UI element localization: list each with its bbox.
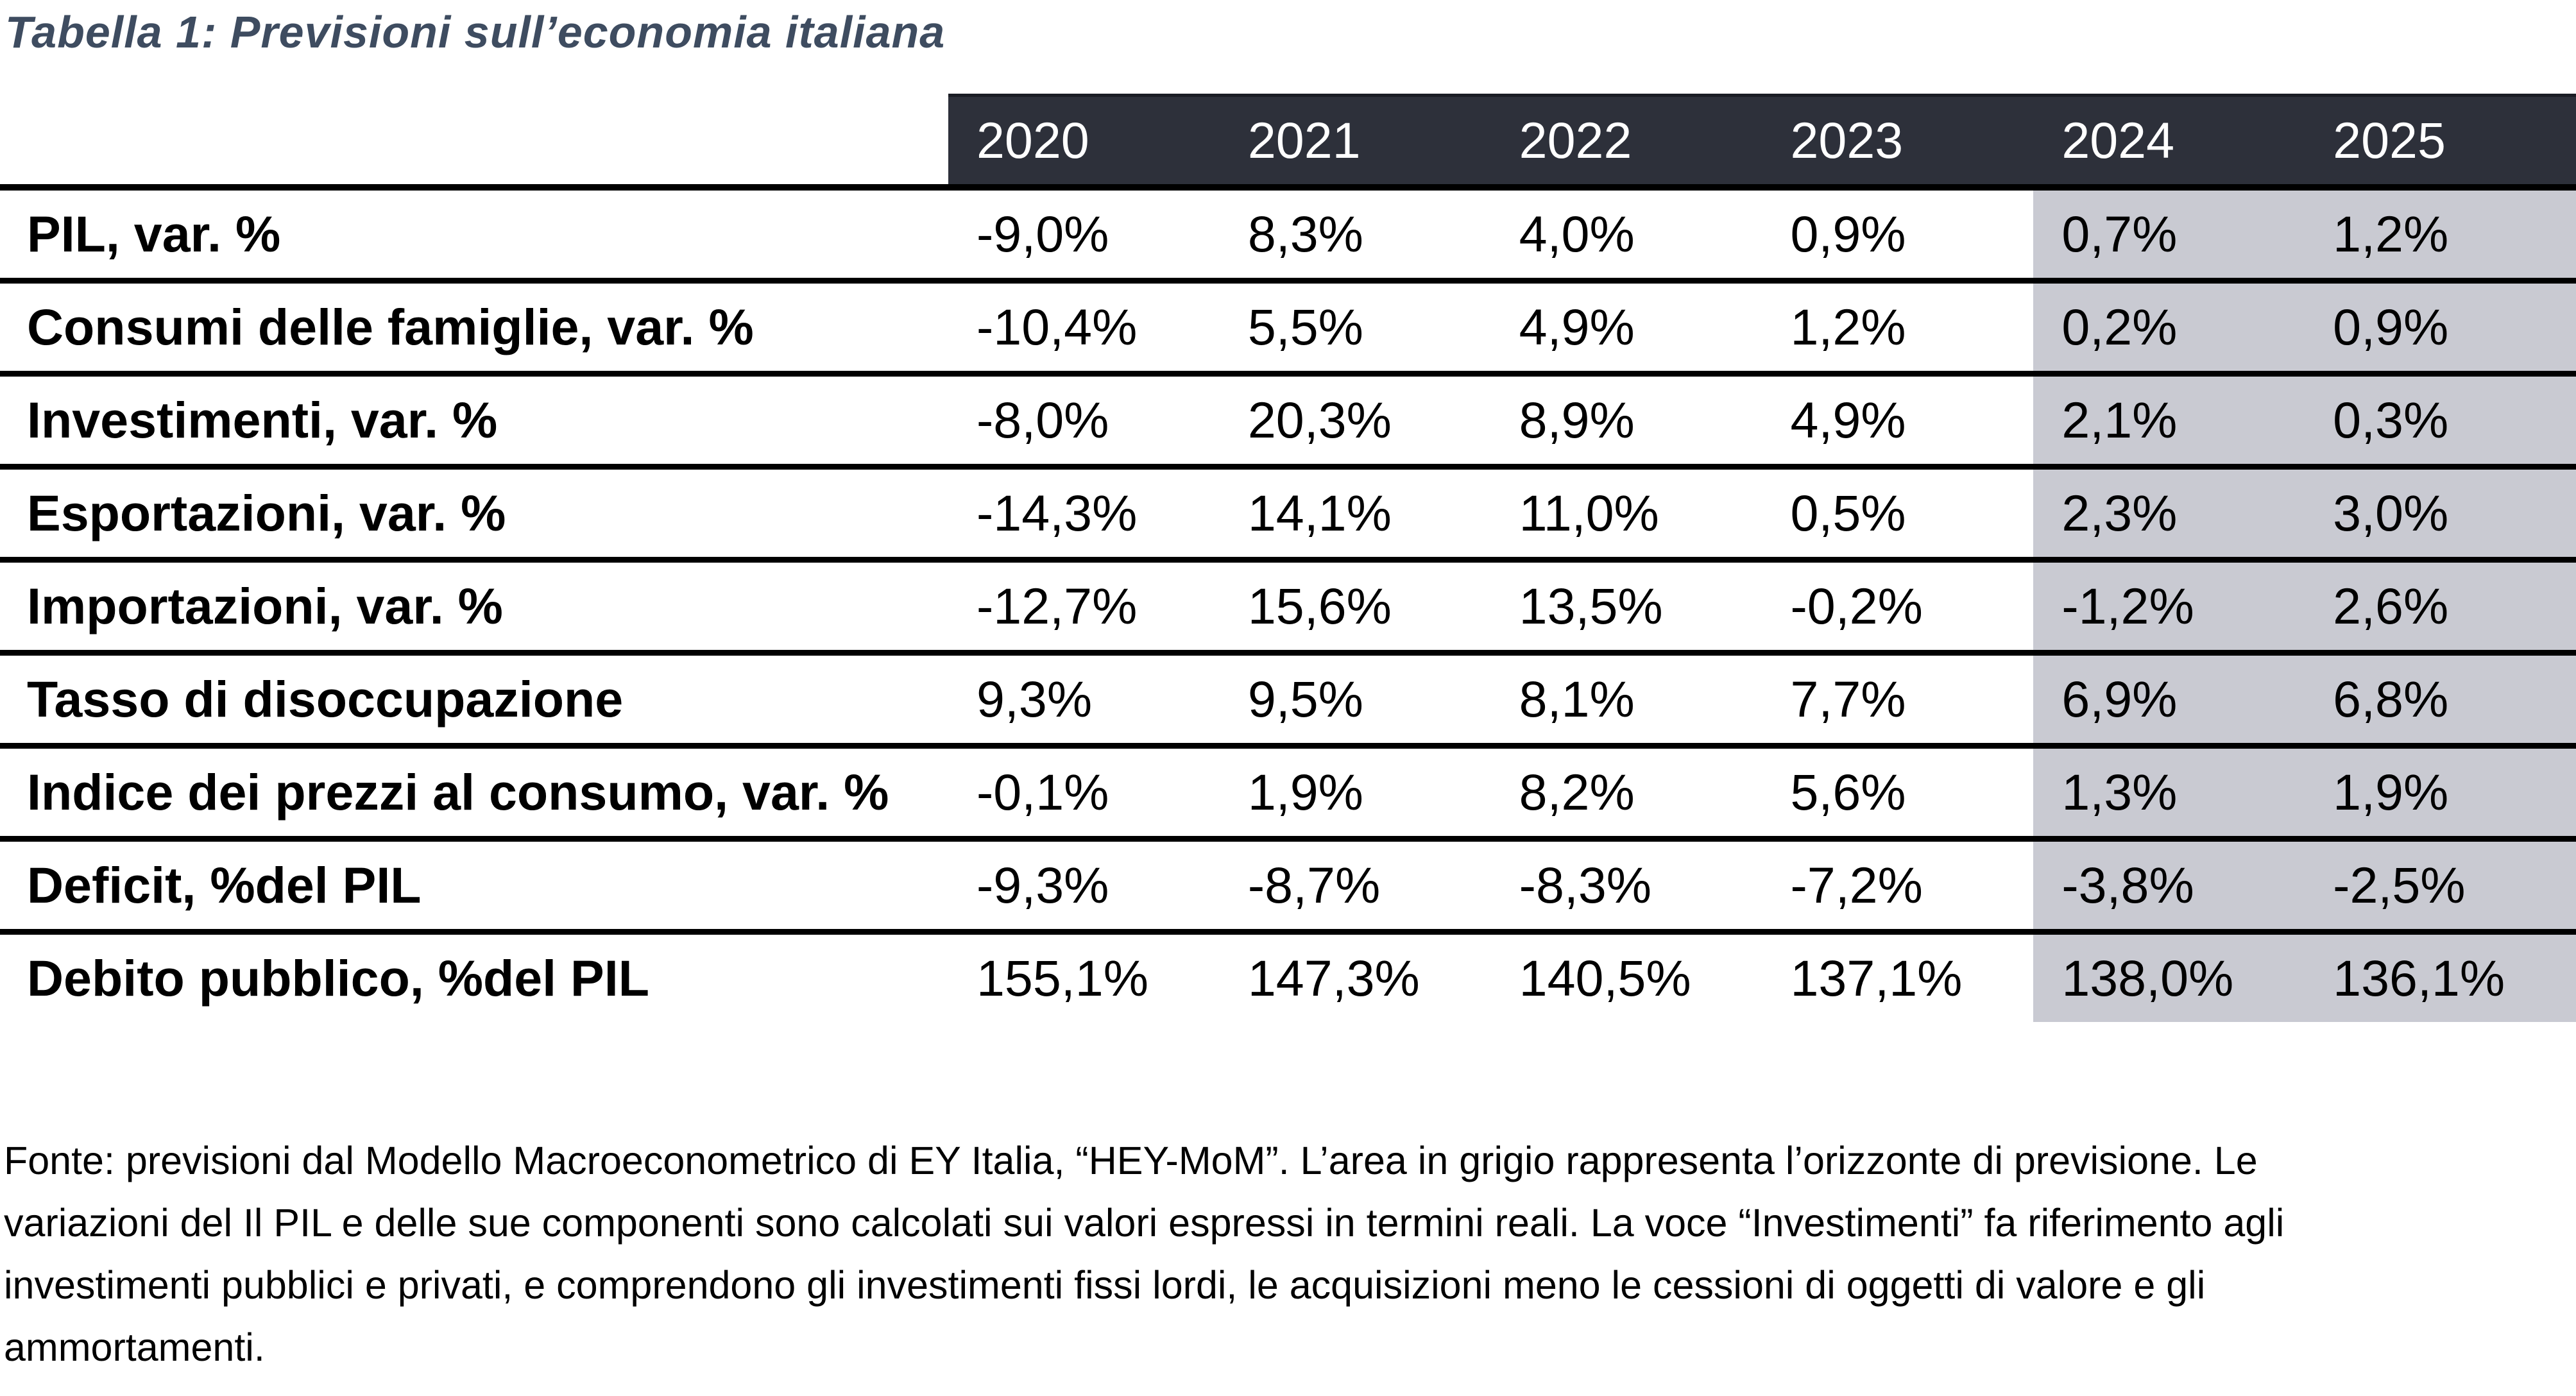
row-label: Tasso di disoccupazione <box>0 656 948 743</box>
value-cell: -14,3% <box>977 484 1138 541</box>
value-cell: 4,9% <box>1790 391 1906 448</box>
value-cell: 1,3% <box>2033 749 2305 836</box>
value-cell: 2,1% <box>2033 377 2305 464</box>
year-header-2022: 2022 <box>1519 112 1632 169</box>
value-cell: -8,3% <box>1519 856 1652 914</box>
table-header-row: 2020 2021 2022 2023 2024 2025 <box>0 94 2576 191</box>
value-cell: 6,9% <box>2033 656 2305 743</box>
value-cell: -9,0% <box>977 205 1109 262</box>
value-cell: 137,1% <box>1790 949 1963 1007</box>
value-cell: 20,3% <box>1247 391 1392 448</box>
table-row: Investimenti, var. % -8,0% 20,3% 8,9% 4,9% 2,… <box>0 377 2576 470</box>
table-body: PIL, var. % -9,0% 8,3% 4,0% 0,9% 0,7% 1,2% Cons… <box>0 191 2576 1022</box>
value-cell: 138,0% <box>2033 935 2305 1022</box>
value-cell: 8,2% <box>1519 763 1635 821</box>
value-cell: -0,1% <box>977 763 1109 821</box>
table-header-years: 2020 2021 2022 2023 2024 2025 <box>948 94 2576 184</box>
value-cell: -1,2% <box>2033 563 2305 650</box>
table-row: Indice dei prezzi al consumo, var. % -0,1… <box>0 749 2576 842</box>
year-header-2021: 2021 <box>1247 112 1361 169</box>
value-cell: -7,2% <box>1790 856 1923 914</box>
year-header-2023: 2023 <box>1790 112 1904 169</box>
value-cell: 9,3% <box>977 670 1093 728</box>
forecast-table: 2020 2021 2022 2023 2024 2025 PIL, var. % -9,0… <box>0 94 2576 1022</box>
value-cell: -10,4% <box>977 298 1138 355</box>
header-spacer <box>0 94 948 184</box>
table-row: Consumi delle famiglie, var. % -10,4% 5,5%… <box>0 284 2576 377</box>
value-cell: 4,9% <box>1519 298 1635 355</box>
row-label: Importazioni, var. % <box>0 563 948 650</box>
table-row: Tasso di disoccupazione 9,3% 9,5% 8,1% 7,7% 6… <box>0 656 2576 749</box>
value-cell: 1,9% <box>1247 763 1363 821</box>
value-cell: 0,7% <box>2033 191 2305 278</box>
value-cell: 5,5% <box>1247 298 1363 355</box>
footnote-line: variazioni del Il PIL e delle sue compon… <box>4 1201 2285 1245</box>
value-cell: 15,6% <box>1247 577 1392 634</box>
table-row: Debito pubblico, %del PIL 155,1% 147,3% 140… <box>0 935 2576 1022</box>
table-title: Tabella 1: Previsioni sull’economia ital… <box>5 7 946 57</box>
value-cell: 6,8% <box>2305 656 2576 743</box>
row-label: Consumi delle famiglie, var. % <box>0 284 948 371</box>
row-label: Indice dei prezzi al consumo, var. % <box>0 749 948 836</box>
value-cell: 8,3% <box>1247 205 1363 262</box>
value-cell: 5,6% <box>1790 763 1906 821</box>
row-label: Investimenti, var. % <box>0 377 948 464</box>
year-header-2025: 2025 <box>2333 112 2446 169</box>
value-cell: 4,0% <box>1519 205 1635 262</box>
value-cell: -8,7% <box>1247 856 1381 914</box>
value-cell: 13,5% <box>1519 577 1663 634</box>
value-cell: 2,6% <box>2305 563 2576 650</box>
row-label: Debito pubblico, %del PIL <box>0 935 948 1022</box>
value-cell: 14,1% <box>1247 484 1392 541</box>
value-cell: -0,2% <box>1790 577 1923 634</box>
value-cell: 1,2% <box>2305 191 2576 278</box>
row-label: Esportazioni, var. % <box>0 470 948 557</box>
footnote-line: Fonte: previsioni dal Modello Macroecono… <box>4 1139 2258 1182</box>
value-cell: 9,5% <box>1247 670 1363 728</box>
value-cell: -8,0% <box>977 391 1109 448</box>
value-cell: 11,0% <box>1519 484 1659 541</box>
value-cell: -12,7% <box>977 577 1138 634</box>
value-cell: 0,9% <box>2305 284 2576 371</box>
table-row: Deficit, %del PIL -9,3% -8,7% -8,3% -7,2% -3,… <box>0 842 2576 935</box>
value-cell: 0,2% <box>2033 284 2305 371</box>
value-cell: 8,1% <box>1519 670 1635 728</box>
value-cell: 147,3% <box>1247 949 1420 1007</box>
value-cell: 140,5% <box>1519 949 1691 1007</box>
value-cell: -9,3% <box>977 856 1109 914</box>
footnote-line: investimenti pubblici e privati, e compr… <box>4 1263 2206 1307</box>
table-row: Esportazioni, var. % -14,3% 14,1% 11,0% 0,5%… <box>0 470 2576 563</box>
value-cell: 8,9% <box>1519 391 1635 448</box>
value-cell: 0,5% <box>1790 484 1906 541</box>
value-cell: 0,9% <box>1790 205 1906 262</box>
value-cell: 3,0% <box>2305 470 2576 557</box>
year-header-2020: 2020 <box>977 112 1089 169</box>
footnote-line: ammortamenti. <box>4 1325 265 1369</box>
value-cell: -3,8% <box>2033 842 2305 929</box>
value-cell: 0,3% <box>2305 377 2576 464</box>
row-label: PIL, var. % <box>0 191 948 278</box>
table-row: Importazioni, var. % -12,7% 15,6% 13,5% -0,2… <box>0 563 2576 656</box>
year-header-2024: 2024 <box>2061 112 2175 169</box>
table-row: PIL, var. % -9,0% 8,3% 4,0% 0,9% 0,7% 1,2% <box>0 191 2576 284</box>
value-cell: 1,9% <box>2305 749 2576 836</box>
footnote: Fonte: previsioni dal Modello Macroecono… <box>0 1130 2570 1379</box>
value-cell: 7,7% <box>1790 670 1906 728</box>
value-cell: -2,5% <box>2305 842 2576 929</box>
value-cell: 2,3% <box>2033 470 2305 557</box>
row-label: Deficit, %del PIL <box>0 842 948 929</box>
value-cell: 136,1% <box>2305 935 2576 1022</box>
value-cell: 155,1% <box>977 949 1148 1007</box>
value-cell: 1,2% <box>1790 298 1906 355</box>
